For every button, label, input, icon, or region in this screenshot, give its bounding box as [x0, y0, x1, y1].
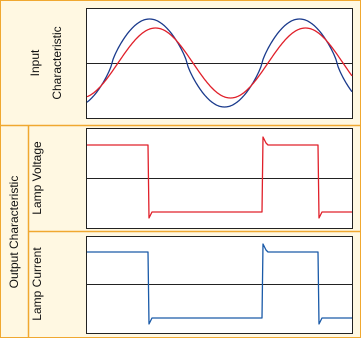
lamp-current-wave: [87, 243, 352, 325]
input-voltage-wave: [86, 27, 353, 99]
lamp-current-label: Lamp Current: [30, 247, 44, 321]
input-label-line2: Characteristic: [50, 26, 64, 99]
input-current-wave: [86, 18, 353, 108]
output-label: Output Characteristic: [7, 176, 21, 289]
lamp-voltage-label: Lamp Voltage: [30, 141, 44, 215]
lamp-voltage-wave: [87, 136, 352, 219]
input-label-line1: Input: [28, 49, 42, 76]
